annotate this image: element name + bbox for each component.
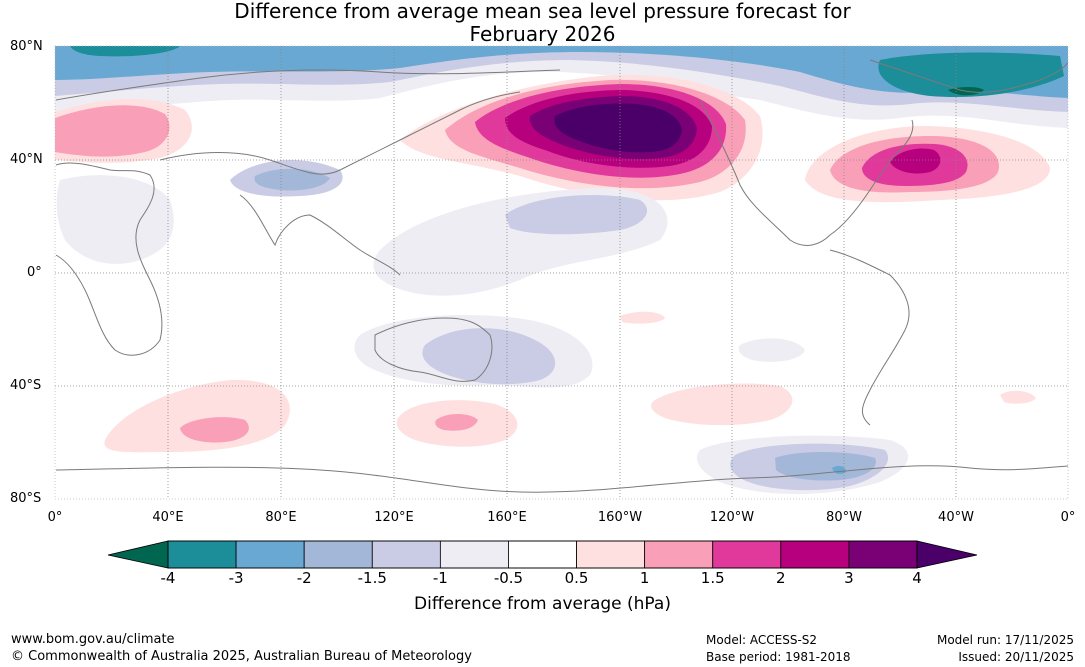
colorbar-bin <box>167 540 237 569</box>
footer-website: www.bom.gov.au/climate <box>11 632 175 647</box>
footer-model: Model: ACCESS-S2 <box>706 633 818 647</box>
coastline-india-seasia <box>239 194 401 276</box>
footer-copyright: © Commonwealth of Australia 2025, Austra… <box>11 649 472 664</box>
tropical-pacific-lavender <box>505 195 648 235</box>
colorbar-tick-label: 4 <box>912 569 922 587</box>
map-frame <box>54 45 1069 500</box>
atlantic-anomaly-darkmagenta <box>890 148 941 174</box>
africa-anomaly-light <box>56 175 174 264</box>
south-atlantic-anomaly-light <box>1000 390 1036 404</box>
lon-label-40w: 40°W <box>938 510 974 525</box>
southern-ocean-anomaly-pink <box>435 414 478 431</box>
footer-middle: Model: ACCESS-S2 Base period: 1981-2018 <box>706 632 851 666</box>
colorbar-tick-label: 2 <box>776 569 786 587</box>
coastline-arctic <box>55 69 561 101</box>
coastline-greenland <box>869 59 1068 93</box>
footer-base-period: Base period: 1981-2018 <box>706 650 851 664</box>
colorbar-tick-label: -0.5 <box>493 569 524 587</box>
coastlines <box>55 59 1068 493</box>
coastline-north-america <box>699 99 914 246</box>
colorbar-bin <box>848 540 918 569</box>
footer-left: www.bom.gov.au/climate © Commonwealth of… <box>11 631 472 665</box>
colorbar-tick-label: -1 <box>432 569 448 587</box>
arctic-anomaly-blue <box>55 46 1068 98</box>
colorbar-bin <box>644 540 714 569</box>
south-pacific-anomaly-light <box>651 383 793 426</box>
colorbar-bin <box>576 540 646 569</box>
graticule <box>55 46 1068 499</box>
colorbar-bin <box>371 540 441 569</box>
westpacific-anomaly-light <box>620 311 665 324</box>
lat-label-equator: 0° <box>27 265 42 280</box>
coastline-south-america <box>829 249 910 426</box>
colorbar-bin <box>235 540 305 569</box>
lon-label-80e: 80°E <box>265 510 297 525</box>
colorbar-max-arrow <box>916 540 978 569</box>
colorbar-tick-label: 1 <box>639 569 650 587</box>
arctic-anomaly-deep-left <box>70 46 180 57</box>
colorbar-tick-label: -4 <box>160 569 176 587</box>
coastline-europe-africa <box>55 162 163 356</box>
pacific-anomaly-core <box>554 103 682 153</box>
colorbar-bin <box>780 540 850 569</box>
lon-label-120e: 120°E <box>374 510 414 525</box>
footer-model-run: Model run: 17/11/2025 <box>936 633 1074 647</box>
indian-ocean-anomaly-pink <box>180 417 249 443</box>
colorbar-tick-label: 3 <box>844 569 854 587</box>
coastline-australia <box>374 317 493 382</box>
colorbar-title: Difference from average (hPa) <box>414 594 671 614</box>
colorbar-bin <box>303 540 373 569</box>
greenland-anomaly-deep <box>878 52 1064 98</box>
lon-label-40e: 40°E <box>152 510 184 525</box>
colorbar-min-arrow <box>107 540 169 569</box>
lon-label-0-right: 0° <box>1060 510 1076 525</box>
title-line-2: February 2026 <box>469 22 616 46</box>
colorbar-tick-label: -1.5 <box>357 569 387 587</box>
colorbar-bin <box>712 540 782 569</box>
lon-label-160w: 160°W <box>597 510 643 525</box>
colorbar-tick-label: -2 <box>296 569 312 587</box>
asia-anomaly-blue <box>254 168 330 191</box>
europe-anomaly-pink <box>55 105 170 157</box>
lon-label-0-left: 0° <box>47 510 63 525</box>
anomaly-field <box>55 46 1068 499</box>
colorbar-tick-label: 0.5 <box>564 569 589 587</box>
footer-right: Model run: 17/11/2025 Issued: 20/11/2025 <box>937 632 1074 666</box>
coastline-asia <box>159 91 521 175</box>
colorbar-bins <box>167 540 918 569</box>
colorbar-bin <box>439 540 509 569</box>
lat-label-80n: 80°N <box>10 39 43 54</box>
footer-issued: Issued: 20/11/2025 <box>958 650 1074 664</box>
coastline-antarctica <box>55 465 1068 493</box>
colorbar-tick-label: 1.5 <box>700 569 725 587</box>
chart-title: Difference from average mean sea level p… <box>0 0 1085 46</box>
colorbar-tick-label: -3 <box>228 569 244 587</box>
lon-label-160e: 160°E <box>487 510 527 525</box>
title-line-1: Difference from average mean sea level p… <box>234 0 851 23</box>
lat-label-40s: 40°S <box>10 378 42 393</box>
colorbar <box>107 540 978 569</box>
australia-anomaly-lavender <box>422 328 556 385</box>
lon-label-120w: 120°W <box>709 510 755 525</box>
lat-label-40n: 40°N <box>10 152 43 167</box>
colorbar-bin <box>508 540 577 569</box>
lat-label-80s: 80°S <box>10 491 42 506</box>
lon-label-80w: 80°W <box>826 510 862 525</box>
southamerica-anomaly-light <box>738 338 805 362</box>
amundsen-anomaly-blue <box>775 452 876 481</box>
